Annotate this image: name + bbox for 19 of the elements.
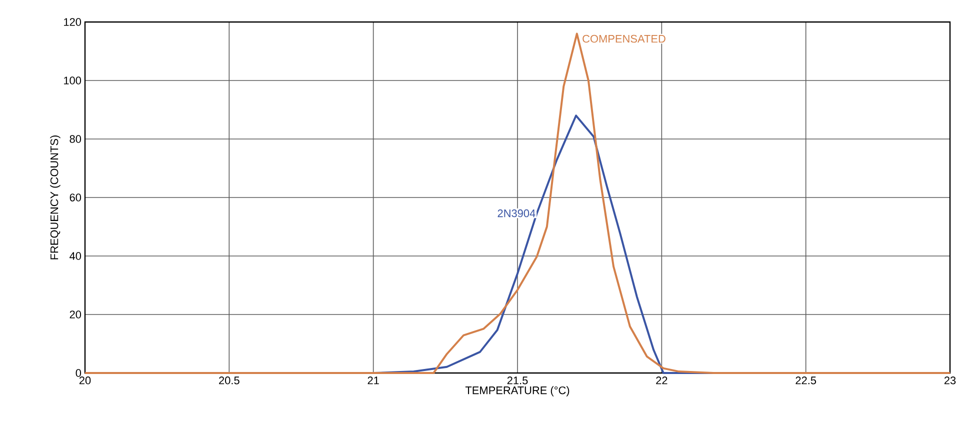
y-tick-label: 120 [64, 18, 82, 26]
x-tick-label: 23 [944, 376, 956, 384]
x-tick-label: 20 [79, 376, 91, 384]
x-tick-label: 21.5 [507, 376, 528, 384]
y-tick-label: 80 [70, 135, 82, 143]
series-label: COMPENSATED [582, 34, 666, 43]
x-tick-label: 22 [656, 376, 668, 384]
y-tick-label: 40 [70, 252, 82, 260]
line-series [84, 32, 952, 374]
y-tick-label: 0 [76, 369, 82, 377]
y-tick-label: 20 [70, 310, 82, 318]
y-axis-title: FREQUENCY (COUNTS) [50, 135, 60, 260]
y-tick-label: 60 [70, 194, 82, 202]
x-tick-label: 20.5 [219, 376, 240, 384]
series-label: 2N3904 [498, 209, 536, 218]
y-tick-label: 100 [64, 76, 82, 84]
x-axis-title: TEMPERATURE (°C) [465, 386, 570, 396]
x-tick-label: 22.5 [796, 376, 816, 384]
x-tick-label: 21 [368, 376, 379, 384]
